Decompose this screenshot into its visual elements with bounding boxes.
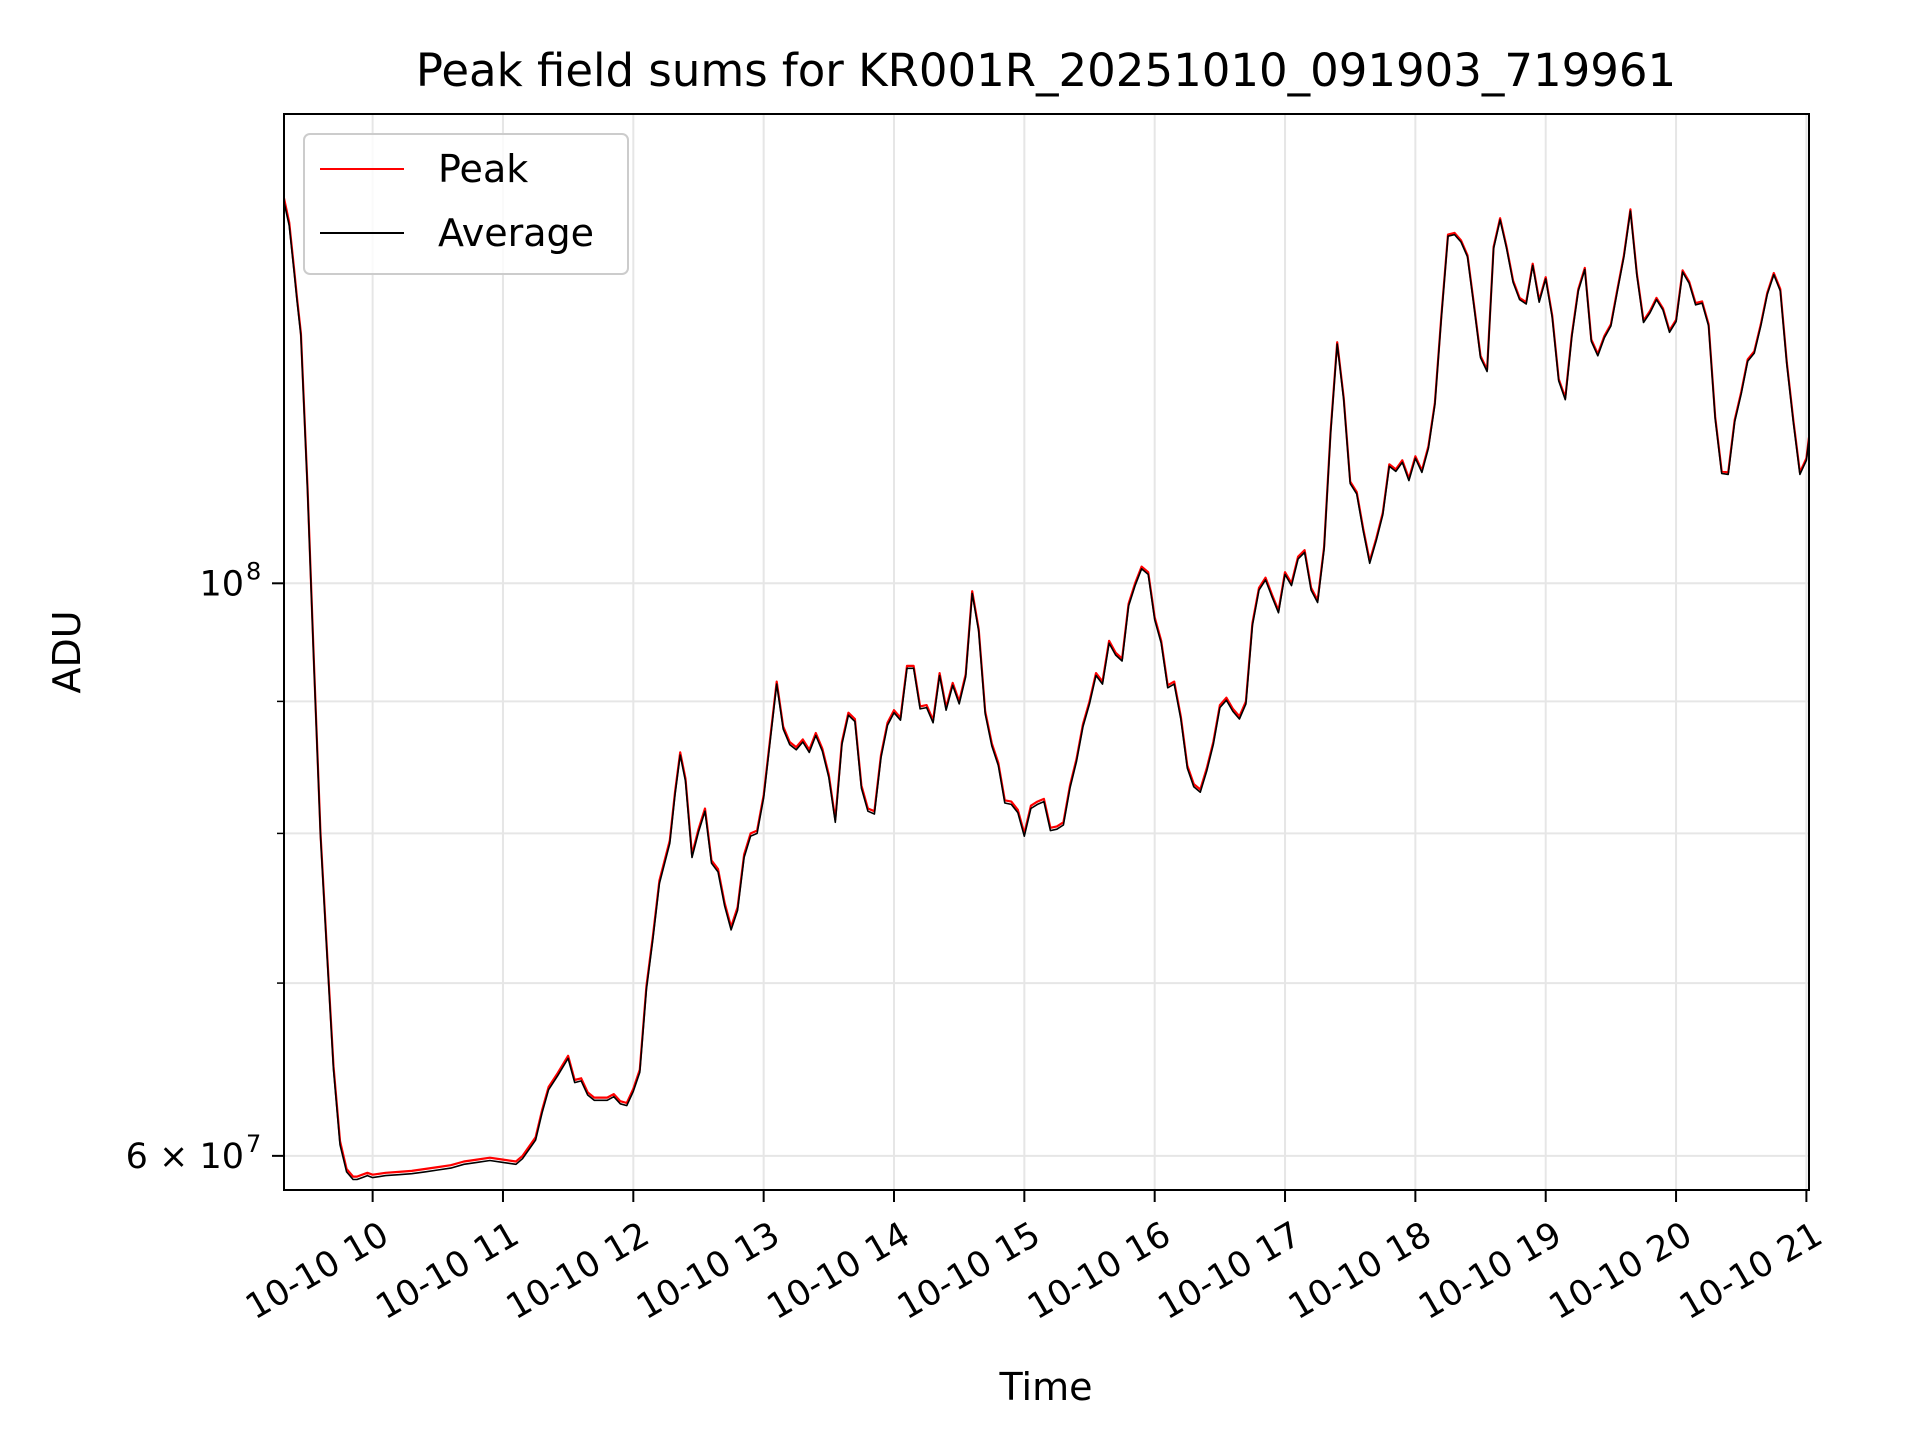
y-tick-label: 10 [199,564,244,604]
y-tick-label-exponent: 8 [246,557,261,585]
x-axis-label: Time [999,1365,1093,1409]
legend: Peak Average [303,133,629,275]
y-axis-label: ADU [45,610,89,693]
y-tick-label: 6 × 10 [126,1137,244,1177]
y-tick-label-exponent: 7 [246,1130,261,1158]
grid [284,114,1809,1190]
series-line-average [284,202,1809,1181]
plot-lines [284,197,1809,1181]
legend-label-peak: Peak [438,147,528,191]
plot-frame [283,113,1810,1191]
chart-title: Peak field sums for KR001R_20251010_0919… [416,44,1676,97]
legend-label-average: Average [438,211,594,255]
